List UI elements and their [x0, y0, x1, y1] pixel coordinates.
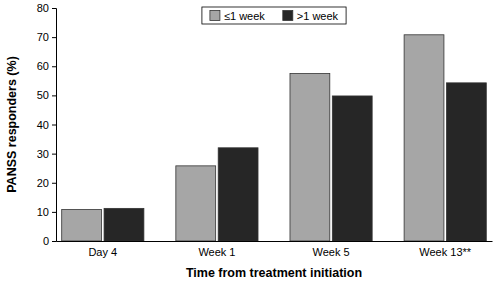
bar: [290, 74, 330, 241]
tick-mark: [52, 212, 56, 213]
y-axis: 0 10 20 30 40 50 60 70 80: [37, 2, 57, 247]
tick: 40: [37, 119, 56, 131]
tick: Week 5: [313, 241, 350, 258]
legend-swatch: [210, 11, 220, 21]
legend-item: ≤1 week: [210, 10, 265, 22]
tick-mark: [52, 183, 56, 184]
tick-mark: [52, 154, 56, 155]
legend-label: ≤1 week: [224, 10, 265, 22]
tick-mark: [52, 66, 56, 67]
bar: [62, 210, 102, 241]
tick-label: 80: [37, 2, 49, 14]
tick: Week 1: [198, 241, 235, 258]
tick-label: 40: [37, 119, 49, 131]
plot: 0 10 20 30 40 50 60 70 80 Day 4 Week 1 Week 5 Week 1…: [37, 2, 493, 258]
chart: 0 10 20 30 40 50 60 70 80 Day 4 Week 1 Week 5 Week 1…: [0, 0, 500, 282]
bars: [62, 35, 487, 241]
tick: Week 13**: [419, 241, 471, 258]
tick-label: Week 5: [313, 246, 350, 258]
tick-label: 60: [37, 60, 49, 72]
tick: 60: [37, 60, 56, 72]
legend-item: >1 week: [283, 10, 339, 22]
y-axis-title: PANSS responders (%): [5, 56, 19, 193]
legend-box: [202, 7, 346, 24]
axis-line: [57, 241, 493, 242]
tick-label: Day 4: [88, 246, 117, 258]
tick-label: 0: [43, 235, 49, 247]
tick-label: 70: [37, 31, 49, 43]
bar: [404, 35, 444, 241]
tick: 80: [37, 2, 56, 14]
x-axis-title: Time from treatment initiation: [186, 266, 362, 280]
tick-mark: [52, 125, 56, 126]
tick-mark: [52, 241, 56, 242]
tick-label: 10: [37, 206, 49, 218]
bar: [176, 166, 216, 241]
tick-mark: [52, 8, 56, 9]
tick-label: 20: [37, 177, 49, 189]
axis-line: [52, 9, 57, 242]
bar: [218, 148, 258, 241]
tick: 10: [37, 206, 56, 218]
bar: [104, 208, 144, 241]
legend-swatch: [283, 11, 293, 21]
tick: 50: [37, 89, 56, 101]
tick-mark: [52, 95, 56, 96]
tick: 20: [37, 177, 56, 189]
tick: 70: [37, 31, 56, 43]
tick-label: Week 13**: [419, 246, 471, 258]
legend: ≤1 week >1 week: [202, 7, 346, 24]
tick-label: Week 1: [198, 246, 235, 258]
tick-mark: [52, 37, 56, 38]
bar: [446, 83, 486, 241]
tick: Day 4: [88, 241, 117, 258]
tick: 30: [37, 148, 56, 160]
x-axis: Day 4 Week 1 Week 5 Week 13**: [57, 241, 493, 258]
tick-label: 30: [37, 148, 49, 160]
bar: [332, 96, 372, 241]
tick-label: 50: [37, 89, 49, 101]
legend-label: >1 week: [297, 10, 339, 22]
tick: 0: [43, 235, 56, 247]
